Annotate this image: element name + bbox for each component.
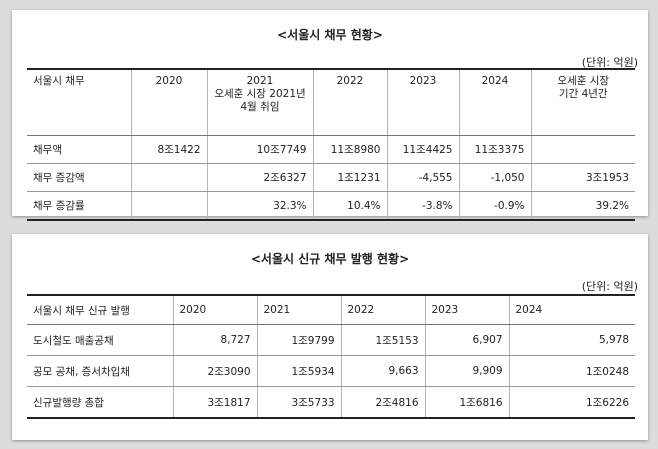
new-debt-issuance-title: <서울시 신규 채무 발행 현황> [250, 252, 410, 266]
table-cell: 6,907 [425, 324, 510, 356]
table-cell: 11조3375 [459, 135, 532, 164]
table-cell: 5,978 [509, 324, 635, 356]
table-cell: -4,555 [387, 163, 460, 192]
debt-status-title: <서울시 채무 현황> [277, 28, 383, 42]
row-label: 채무 증감률 [27, 191, 132, 221]
table-cell: 11조8980 [313, 135, 388, 164]
row-label: 신규발행량 총합 [27, 386, 174, 419]
row-label: 도시철도 매출공채 [27, 324, 174, 356]
debt-status-table: 서울시 채무 2020 2021 오세훈 시장 2021년 4월 취임 2022 2023 2… [27, 68, 635, 221]
column-header: 2024 [509, 294, 635, 325]
table-header-row: 서울시 채무 2020 2021 오세훈 시장 2021년 4월 취임 2022 2023 2… [27, 68, 635, 136]
column-header: 2021 [257, 294, 342, 325]
row-label: 채무액 [27, 135, 132, 164]
table-row: 신규발행량 총합 3조1817 3조5733 2조4816 1조6816 1조6226 [27, 386, 635, 419]
table-row: 채무액 8조1422 10조7749 11조8980 11조4425 11조3375 [27, 135, 635, 164]
new-debt-issuance-panel: <서울시 신규 채무 발행 현황> (단위: 억원) 서울시 채무 신규 발행 2… [12, 234, 648, 440]
table-row: 채무 증감액 2조6327 1조1231 -4,555 -1,050 3조1953 [27, 163, 635, 192]
column-header: 오세훈 시장 기간 4년간 [531, 68, 635, 136]
table-cell: -0.9% [459, 191, 532, 221]
debt-status-unit: (단위: 억원) [581, 56, 638, 69]
table-cell: 2조4816 [341, 386, 426, 419]
table-cell: 9,663 [341, 355, 426, 387]
table-cell [131, 163, 208, 192]
table-cell: 8,727 [173, 324, 258, 356]
table-cell: 10.4% [313, 191, 388, 221]
table-row: 공모 공채, 증서차입채 2조3090 1조5934 9,663 9,909 1조0248 [27, 355, 635, 387]
table-cell: 2조3090 [173, 355, 258, 387]
table-cell: 3조1817 [173, 386, 258, 419]
row-label: 공모 공채, 증서차입채 [27, 355, 174, 387]
column-header: 2021 오세훈 시장 2021년 4월 취임 [207, 68, 314, 136]
table-row: 도시철도 매출공채 8,727 1조9799 1조5153 6,907 5,978 [27, 324, 635, 356]
row-label: 채무 증감액 [27, 163, 132, 192]
column-header: 2020 [173, 294, 258, 325]
table-cell: 1조6226 [509, 386, 635, 419]
table-row: 채무 증감률 32.3% 10.4% -3.8% -0.9% 39.2% [27, 191, 635, 221]
table-cell: 2조6327 [207, 163, 314, 192]
new-debt-issuance-unit: (단위: 억원) [581, 280, 638, 293]
table-cell: 32.3% [207, 191, 314, 221]
debt-status-panel: <서울시 채무 현황> (단위: 억원) 서울시 채무 2020 2021 오세훈 시… [12, 10, 648, 221]
table-cell: 3조1953 [531, 163, 635, 192]
column-header: 2024 [459, 68, 532, 136]
table-cell: 3조5733 [257, 386, 342, 419]
table-cell: -3.8% [387, 191, 460, 221]
table-cell: -1,050 [459, 163, 532, 192]
column-header: 2022 [313, 68, 388, 136]
column-header: 서울시 채무 신규 발행 [27, 294, 174, 325]
table-cell: 1조6816 [425, 386, 510, 419]
table-cell: 1조0248 [509, 355, 635, 387]
table-cell [131, 191, 208, 221]
column-header: 2020 [131, 68, 208, 136]
column-header: 2023 [425, 294, 510, 325]
table-cell [531, 135, 635, 164]
table-cell: 11조4425 [387, 135, 460, 164]
table-cell: 10조7749 [207, 135, 314, 164]
table-cell: 39.2% [531, 191, 635, 221]
table-cell: 1조1231 [313, 163, 388, 192]
table-cell: 9,909 [425, 355, 510, 387]
table-header-row: 서울시 채무 신규 발행 2020 2021 2022 2023 2024 [27, 294, 635, 325]
table-cell: 1조5153 [341, 324, 426, 356]
table-cell: 1조5934 [257, 355, 342, 387]
table-cell: 1조9799 [257, 324, 342, 356]
column-header: 2022 [341, 294, 426, 325]
table-cell: 8조1422 [131, 135, 208, 164]
new-debt-issuance-table: 서울시 채무 신규 발행 2020 2021 2022 2023 2024 도시철도 매출… [27, 294, 635, 419]
column-header: 서울시 채무 [27, 68, 132, 136]
column-header: 2023 [387, 68, 460, 136]
